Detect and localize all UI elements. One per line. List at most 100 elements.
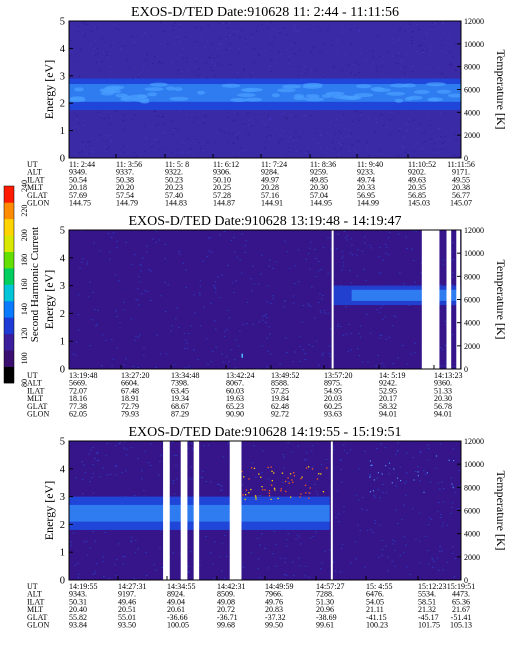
ephemeris-value: 5669. xyxy=(69,379,87,388)
heatmap-cell xyxy=(161,269,164,271)
heatmap-cell xyxy=(342,265,345,267)
heatmap-cell xyxy=(450,65,453,66)
heatmap-cell xyxy=(379,150,381,152)
heatmap-cell xyxy=(70,51,72,53)
heatmap-cell xyxy=(235,134,237,136)
heatmap-cell xyxy=(369,267,371,269)
ephemeris-value: 20.25 xyxy=(213,183,231,192)
heatmap-cell xyxy=(123,114,125,116)
heatmap-cell xyxy=(237,138,239,140)
heatmap-cell xyxy=(131,536,133,538)
heatmap-cell xyxy=(198,68,200,70)
heatmap-cell xyxy=(125,465,127,467)
heatmap-cell xyxy=(156,138,158,140)
heatmap-cell xyxy=(456,448,459,449)
heatmap-cell xyxy=(238,52,241,54)
heatmap-cell xyxy=(164,45,166,47)
heatmap-cell xyxy=(197,302,199,304)
heatmap-cell xyxy=(294,351,296,353)
heatmap-cell xyxy=(447,531,450,533)
heatmap-cell xyxy=(224,259,226,261)
heatmap-cell xyxy=(406,248,408,249)
heatmap-cell xyxy=(211,61,214,63)
heatmap-cell xyxy=(179,40,182,42)
heatmap-cell xyxy=(260,476,262,478)
y-tick-label: 0 xyxy=(60,154,65,165)
heatmap-cell xyxy=(335,38,337,39)
heatmap-cell xyxy=(354,488,357,489)
heatmap-cell xyxy=(145,137,147,139)
heatmap-cell xyxy=(285,490,287,493)
heatmap-cell xyxy=(405,151,407,153)
heatmap-cell xyxy=(203,116,205,118)
heatmap-cell xyxy=(397,252,399,254)
heatmap-cell xyxy=(147,241,149,243)
heatmap-cell xyxy=(333,65,335,67)
heatmap-cell xyxy=(109,135,111,137)
heatmap-cell xyxy=(319,486,322,488)
heatmap-cell xyxy=(214,288,217,290)
colorbar-swatch xyxy=(4,317,14,335)
heatmap-cell xyxy=(287,59,290,61)
ephemeris-value: 9337. xyxy=(116,168,134,177)
heatmap-cell xyxy=(86,296,89,298)
heatmap-cell xyxy=(207,444,210,446)
ephemeris-value: 20.28 xyxy=(261,183,279,192)
heatmap-cell xyxy=(358,360,360,362)
heatmap-cell xyxy=(282,130,284,132)
ephemeris-value: 18.91 xyxy=(121,394,139,403)
heatmap-cell xyxy=(375,118,378,120)
heatmap-cell xyxy=(424,530,426,532)
heatmap-cell xyxy=(86,141,89,143)
heatmap-cell xyxy=(426,472,428,474)
y2-tick-label: 4000 xyxy=(464,108,480,117)
heatmap-cell xyxy=(150,34,153,36)
heatmap-cell xyxy=(101,334,104,336)
heatmap-cell xyxy=(99,116,102,118)
ephemeris-value: -36.71 xyxy=(217,613,238,622)
heatmap-cell xyxy=(117,280,120,282)
heatmap-cell xyxy=(214,315,216,317)
ephemeris-value: 57.28 xyxy=(213,191,231,200)
heatmap-cell xyxy=(415,491,418,493)
heatmap-cell xyxy=(442,263,444,265)
heatmap-cell xyxy=(405,558,407,560)
heatmap-cell xyxy=(382,484,385,485)
ephemeris-value: 14:19:55 xyxy=(69,582,97,591)
heatmap-cell xyxy=(77,25,79,27)
heatmap-cell xyxy=(202,119,205,121)
heatmap-cell xyxy=(72,306,75,308)
y2-axis-label: Temperature [K] xyxy=(494,259,505,339)
heatmap-cell xyxy=(171,476,174,478)
heatmap-cell xyxy=(459,481,461,483)
heatmap-cell xyxy=(170,542,172,544)
heatmap-cell xyxy=(204,538,207,540)
heatmap-cell xyxy=(221,561,224,563)
heatmap-cell xyxy=(161,116,163,118)
heatmap-cell xyxy=(441,484,443,486)
heatmap-cell xyxy=(329,355,331,357)
heatmap-cell xyxy=(221,337,224,339)
heatmap-cell xyxy=(451,245,453,247)
heatmap-cell xyxy=(86,554,89,556)
heatmap-cell xyxy=(141,319,143,321)
heatmap-cell xyxy=(424,535,427,537)
heatmap-cell xyxy=(239,257,241,259)
heatmap-cell xyxy=(109,545,111,547)
heatmap-cell xyxy=(340,284,342,286)
heatmap-cell xyxy=(150,300,152,301)
heatmap-cell xyxy=(443,488,445,489)
heatmap-cell xyxy=(448,442,450,444)
heatmap-cell xyxy=(327,55,330,57)
heatmap-cell xyxy=(81,247,84,249)
heatmap-cell xyxy=(243,69,246,71)
heatmap-cell xyxy=(436,116,438,118)
heatmap-cell xyxy=(87,285,89,287)
heatmap-cell xyxy=(97,551,100,553)
heatmap-cell xyxy=(214,65,216,67)
heatmap-cell xyxy=(216,271,218,273)
heatmap-cell xyxy=(399,60,402,62)
heatmap-cell xyxy=(114,110,117,112)
heatmap-cell xyxy=(250,34,252,36)
heatmap-cell xyxy=(337,346,340,348)
